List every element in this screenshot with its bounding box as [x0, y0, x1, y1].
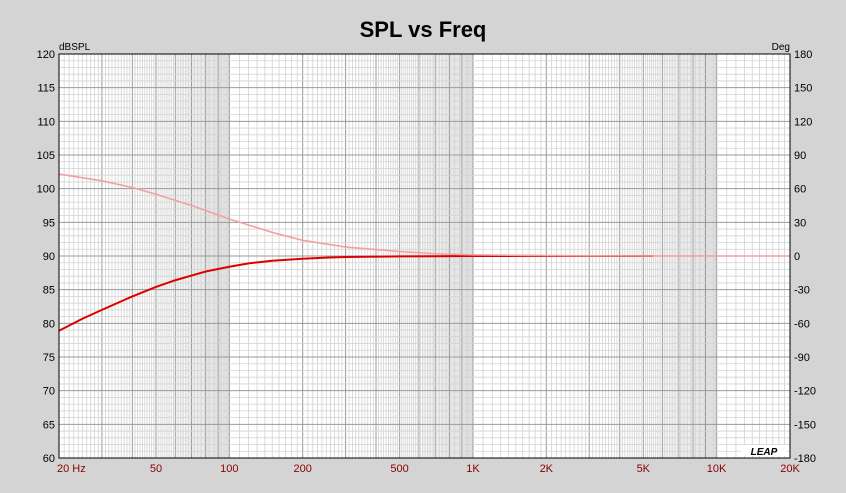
y-right-unit: Deg	[772, 42, 790, 53]
y-right-tick-label: 90	[794, 150, 806, 162]
y-right-tick-label: -60	[794, 318, 810, 330]
series-group	[58, 173, 790, 332]
y-right-tick-label: -150	[794, 419, 816, 431]
y-right-tick-label: 180	[794, 49, 812, 61]
leap-logo: LEAP	[751, 447, 778, 458]
y-left-ticks: 120 115 110 105 100 95 90 85 80 75 70 65 60	[37, 49, 55, 465]
series-line-phase	[58, 173, 790, 257]
y-right-tick-label: 30	[794, 217, 806, 229]
y-right-tick-label: 150	[794, 83, 812, 95]
y-left-tick-label: 100	[37, 184, 55, 196]
x-tick-label: 20 Hz	[57, 463, 86, 475]
y-left-tick-label: 105	[37, 150, 55, 162]
x-tick-label: 100	[220, 463, 238, 475]
y-left-tick-label: 75	[43, 352, 55, 364]
y-left-tick-label: 115	[37, 83, 55, 95]
y-left-tick-label: 110	[37, 116, 55, 128]
chart-title: SPL vs Freq	[360, 17, 487, 42]
y-right-tick-label: -90	[794, 352, 810, 364]
y-left-tick-label: 60	[43, 453, 55, 465]
y-right-tick-label: -180	[794, 453, 816, 465]
logo-box	[741, 445, 787, 456]
y-right-tick-label: -30	[794, 285, 810, 297]
y-left-tick-label: 90	[43, 251, 55, 263]
x-tick-label: 20K	[780, 463, 800, 475]
y-right-tick-label: 0	[794, 251, 800, 263]
y-left-tick-label: 80	[43, 318, 55, 330]
y-right-tick-label: 60	[794, 184, 806, 196]
x-tick-label: 10K	[707, 463, 727, 475]
x-tick-label: 5K	[637, 463, 651, 475]
y-left-unit: dBSPL	[59, 42, 91, 53]
y-right-tick-label: -120	[794, 386, 816, 398]
y-left-tick-label: 120	[37, 49, 55, 61]
x-ticks: 20 Hz 50 100 200 500 1K 2K 5K 10K 20K	[57, 463, 800, 475]
x-tick-label: 50	[150, 463, 162, 475]
y-left-tick-label: 85	[43, 285, 55, 297]
x-tick-label: 200	[294, 463, 312, 475]
y-right-tick-label: 120	[794, 116, 812, 128]
y-right-ticks: 180 150 120 90 60 30 0 -30 -60 -90 -120 -150 -180	[794, 49, 816, 465]
x-tick-label: 500	[390, 463, 408, 475]
y-left-tick-label: 65	[43, 419, 55, 431]
x-tick-label: 2K	[540, 463, 554, 475]
plot-border	[58, 53, 791, 459]
x-tick-label: 1K	[466, 463, 480, 475]
y-left-tick-label: 70	[43, 386, 55, 398]
y-left-tick-label: 95	[43, 217, 55, 229]
